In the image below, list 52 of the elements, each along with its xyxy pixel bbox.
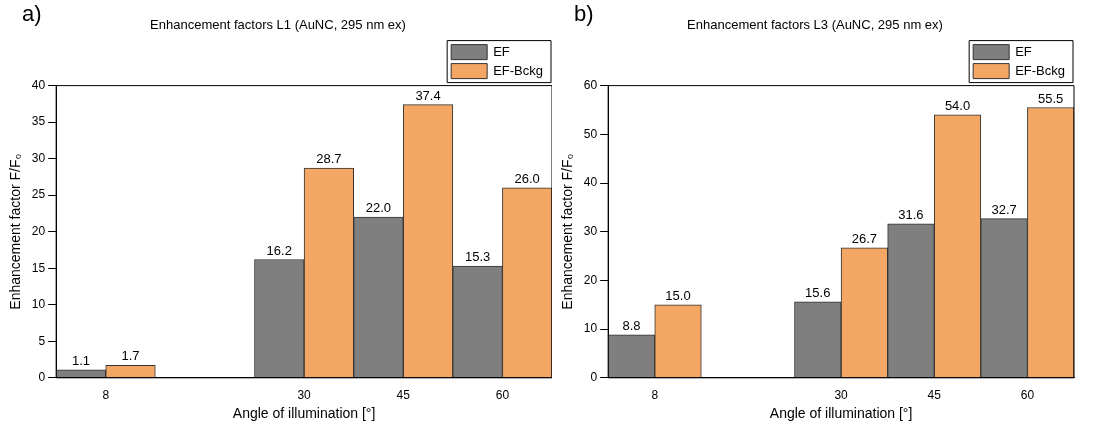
y-tick-label: 20 [31,224,46,239]
text: 26.7 [851,230,878,246]
legend-label: EF [493,43,510,59]
text: 16.2 [266,242,292,258]
y-tick-label: 0 [590,370,598,385]
y-tick-label: 20 [583,272,598,287]
text: 15.0 [665,287,691,303]
text: 54.0 [944,97,971,113]
legend-label: EF [1015,43,1032,59]
text: b) [574,1,594,27]
x-axis-title: Angle of illumination [°] [232,405,376,422]
chart-title: Enhancement factors L1 (AuNC, 295 nm ex) [150,17,406,33]
text: 28.7 [316,151,342,167]
x-tick-label: 8 [651,388,659,403]
x-tick-label: 8 [102,388,110,403]
y-tick-label: 50 [583,126,598,141]
x-tick-label: 30 [834,388,849,403]
y-tick-label: 60 [583,77,598,92]
text: 37.4 [415,87,441,103]
x-axis-title: Angle of illumination [°] [769,405,913,422]
y-tick-label: 15 [31,260,46,275]
x-tick-label: 45 [396,388,411,403]
text: 22.0 [365,200,392,216]
y-tick-label: 30 [583,224,598,239]
text: 15.3 [464,249,491,265]
x-tick-label: 45 [927,388,942,403]
y-tick-label: 35 [31,114,46,129]
y-axis-title: Enhancement factor F/F₀ [7,153,24,310]
chart-title: Enhancement factors L3 (AuNC, 295 nm ex) [687,17,943,33]
y-tick-label: 0 [38,370,46,385]
x-tick-label: 60 [1020,388,1035,403]
text: 26.0 [514,170,540,186]
text: 1.1 [71,352,90,368]
y-tick-label: 30 [31,150,46,165]
y-tick-label: 25 [31,187,46,202]
text: 15.6 [805,284,831,300]
text: 1.7 [121,348,140,364]
legend-label: EF-Bckg [1015,62,1065,78]
x-tick-label: 60 [495,388,510,403]
text: a) [22,1,42,27]
y-tick-label: 40 [583,175,598,190]
text: 31.6 [898,206,924,222]
text: 32.7 [991,201,1017,217]
text: 8.8 [622,318,641,334]
text: 55.5 [1038,90,1064,106]
x-tick-label: 30 [297,388,312,403]
y-tick-label: 10 [583,321,598,336]
legend-label: EF-Bckg [493,62,543,78]
y-tick-label: 10 [31,297,46,312]
y-tick-label: 5 [38,333,46,348]
y-tick-label: 40 [31,77,46,92]
y-axis-title: Enhancement factor F/F₀ [559,153,576,310]
